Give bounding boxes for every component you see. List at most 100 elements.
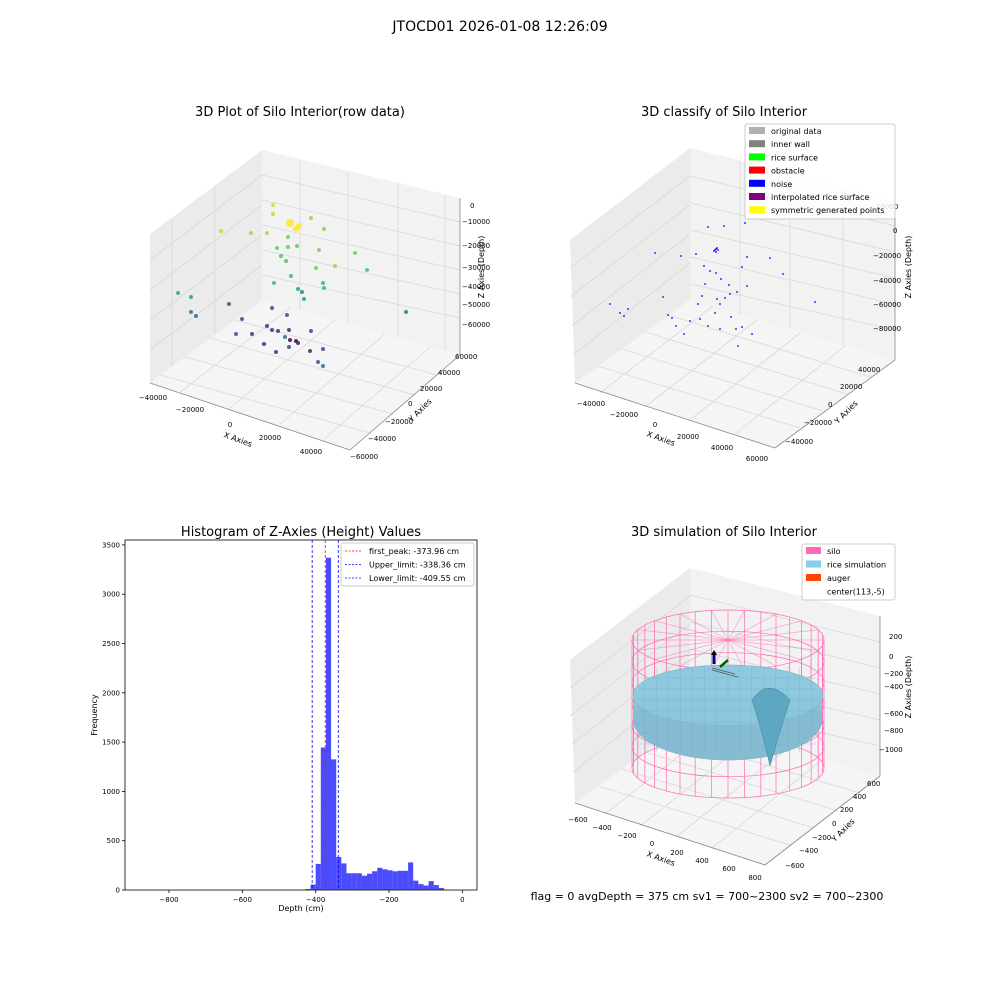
raw-point <box>322 227 326 231</box>
raw-ytick: −60000 <box>350 453 378 461</box>
cls-xtick: 0 <box>653 421 657 429</box>
hist-bar <box>346 873 351 890</box>
raw-point <box>249 231 253 235</box>
legend-label: symmetric generated points <box>771 206 884 215</box>
hist-bar <box>408 862 413 890</box>
cls-ztick: −20000 <box>873 252 901 260</box>
hist-bar <box>377 868 382 890</box>
hist-bar <box>362 876 367 890</box>
raw-point <box>284 259 288 263</box>
classify-noise-point <box>683 333 685 335</box>
raw-point <box>286 235 290 239</box>
hist-bar <box>393 871 398 890</box>
raw-point <box>317 248 321 252</box>
classify-noise-point <box>724 297 726 299</box>
classify-noise-point <box>704 283 706 285</box>
classify-noise-point <box>735 328 737 330</box>
status-text: flag = 0 avgDepth = 375 cm sv1 = 700~230… <box>531 890 884 903</box>
legend-swatch <box>749 167 765 174</box>
legend-swatch <box>806 561 821 568</box>
classify-noise-point <box>741 266 743 268</box>
hist-xtick-label: −200 <box>379 896 398 904</box>
raw-ytick: −40000 <box>368 435 396 443</box>
raw-point <box>333 264 337 268</box>
classify-noise-point <box>729 293 731 295</box>
raw-point <box>316 360 320 364</box>
raw-point <box>404 310 408 314</box>
sim-zlabel: Z Axies (Depth) <box>904 656 913 719</box>
legend-swatch <box>749 127 765 134</box>
hist-ytick-label: 1500 <box>102 739 120 747</box>
raw-ytick: 0 <box>408 400 412 408</box>
raw-point <box>288 338 292 342</box>
hist-ytick-label: 1000 <box>102 788 120 796</box>
classify-noise-point <box>730 316 732 318</box>
sim-ztick: −1000 <box>879 746 903 754</box>
classify-noise-point <box>709 270 711 272</box>
cls-ztick: −80000 <box>873 325 901 333</box>
hist-bar <box>341 863 346 890</box>
classify-noise-point <box>713 250 715 252</box>
classify-noise-point <box>697 303 699 305</box>
classify-noise-point <box>627 308 629 310</box>
hist-bar <box>321 748 326 890</box>
cls-zlabel: Z Axies (Depth) <box>904 236 913 299</box>
raw-ztick: −60000 <box>462 321 490 329</box>
classify-noise-point <box>814 301 816 303</box>
legend-swatch <box>749 140 765 147</box>
raw-xtick: 0 <box>228 421 232 429</box>
hist-bar <box>429 881 434 890</box>
cls-xtick: 60000 <box>746 455 768 463</box>
sim-ztick: −400 <box>884 683 903 691</box>
legend-label: center(113,-5) <box>827 588 885 597</box>
hist-bar <box>305 889 310 890</box>
raw-point <box>262 342 266 346</box>
classify-noise-point <box>695 253 697 255</box>
cls-ztick: −40000 <box>873 277 901 285</box>
raw-point <box>194 314 198 318</box>
sim-xtick: 400 <box>695 857 708 865</box>
hist-ytick-label: 2000 <box>102 689 120 697</box>
cls-xlabel: X Axies <box>645 429 676 448</box>
hist-ytick-label: 0 <box>116 887 120 895</box>
legend-label: rice simulation <box>827 561 886 570</box>
cls-ytick: 20000 <box>840 383 862 391</box>
hist-xtick-label: −800 <box>159 896 178 904</box>
hist-bar <box>418 884 423 890</box>
raw-ztick: 0 <box>470 202 474 210</box>
raw-point <box>302 297 306 301</box>
legend-label: auger <box>827 574 851 583</box>
panel-classify-3d: 3D classify of Silo Interior −40000 −200… <box>570 105 913 463</box>
classify-noise-point <box>769 257 771 259</box>
classify-noise-point <box>619 312 621 314</box>
legend-label: silo <box>827 547 841 556</box>
raw-point <box>322 286 326 290</box>
legend-label: rice surface <box>771 153 818 162</box>
classify-noise-point <box>703 265 705 267</box>
raw-point <box>286 245 290 249</box>
raw-point <box>227 302 231 306</box>
classify-noise-point <box>723 225 725 227</box>
cls-xtick: 40000 <box>711 444 733 452</box>
sim-xtick: 800 <box>748 874 761 882</box>
raw-ytick: 60000 <box>455 353 477 361</box>
legend-label: Upper_limit: -338.36 cm <box>369 561 466 570</box>
sim-ytick: −200 <box>812 834 831 842</box>
hist-bar <box>367 874 372 890</box>
legend-label: obstacle <box>771 167 805 176</box>
hist-xtick-label: 0 <box>460 896 464 904</box>
classify-noise-point <box>707 325 709 327</box>
hist-ytick-label: 3000 <box>102 591 120 599</box>
sim-ztick: 200 <box>889 633 902 641</box>
classify-noise-point <box>667 314 669 316</box>
legend-swatch <box>749 180 765 187</box>
raw-point <box>365 268 369 272</box>
legend-swatch <box>806 547 821 554</box>
classify-noise-point <box>654 252 656 254</box>
hist-bar <box>326 558 331 890</box>
raw-point <box>285 313 289 317</box>
raw-point <box>309 216 313 220</box>
hist-bar <box>382 869 387 890</box>
classify-noise-point <box>715 272 717 274</box>
